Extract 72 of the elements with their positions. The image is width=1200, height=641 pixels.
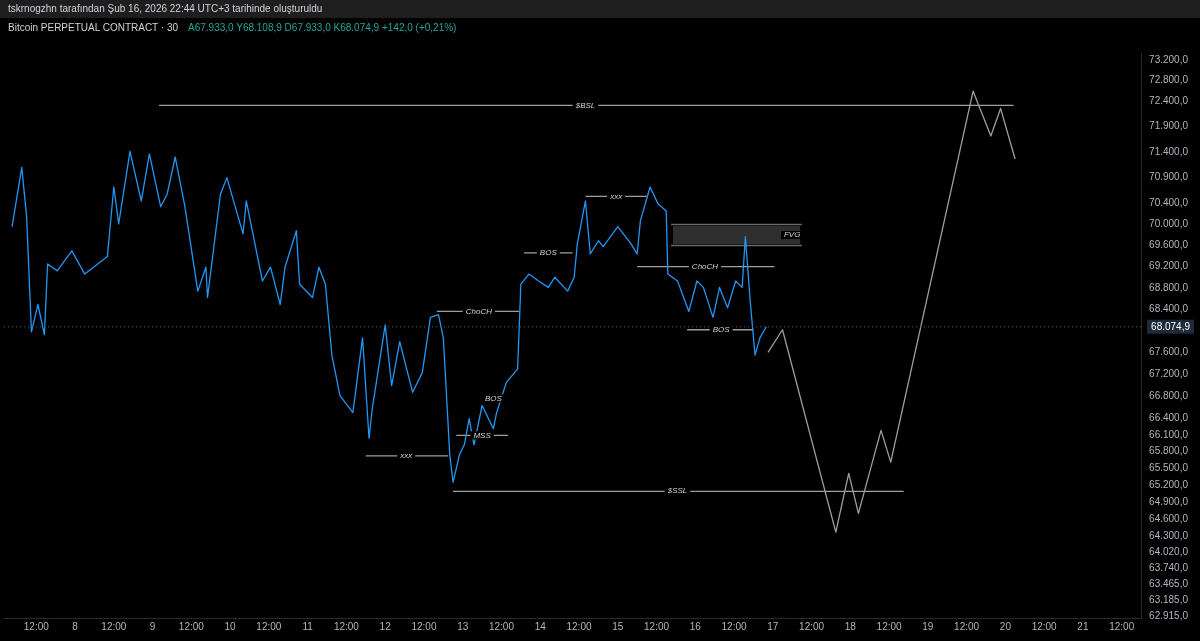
x-tick-label: 12:00: [101, 620, 127, 632]
y-tick-label: 64.300,0: [1149, 529, 1189, 541]
annotation: BOS: [712, 324, 731, 334]
x-tick-label: 12:00: [488, 620, 515, 632]
x-tick-label: 14: [534, 620, 547, 632]
y-tick-label: 68.800,0: [1149, 281, 1189, 293]
annotation: $BSL: [574, 100, 596, 110]
y-tick-label: 71.900,0: [1149, 120, 1189, 131]
y-tick-label: 69.200,0: [1149, 260, 1189, 272]
annotation: xxx: [399, 451, 414, 461]
x-tick-label: 11: [302, 620, 314, 632]
y-tick-label: 65.500,0: [1149, 461, 1189, 473]
x-tick-label: 18: [844, 620, 857, 632]
y-tick-label: 65.200,0: [1149, 478, 1189, 490]
x-tick-label: 9: [149, 620, 156, 632]
x-tick-label: 12: [379, 620, 392, 632]
y-tick-label: 69.600,0: [1149, 239, 1189, 251]
y-tick-label: 66.800,0: [1149, 389, 1189, 401]
x-tick-label: 15: [612, 620, 624, 632]
x-tick-label: 12:00: [566, 620, 592, 632]
y-tick-label: 67.200,0: [1149, 368, 1189, 379]
x-tick-label: 12:00: [799, 620, 825, 632]
annotation: $SSL: [666, 486, 688, 496]
x-tick-label: 12:00: [178, 620, 205, 632]
x-tick-label: 12:00: [954, 620, 980, 632]
x-tick-label: 12:00: [644, 620, 670, 632]
y-tick-label: 66.100,0: [1149, 428, 1189, 440]
x-tick-label: 12:00: [876, 620, 903, 632]
y-tick-label: 65.800,0: [1149, 445, 1189, 457]
y-tick-label: 64.600,0: [1149, 512, 1189, 524]
x-tick-label: 8: [72, 620, 79, 632]
y-tick-label: 64.020,0: [1149, 545, 1189, 557]
y-tick-label: 63.740,0: [1149, 561, 1189, 573]
x-tick-label: 13: [457, 620, 469, 632]
x-tick-label: 12:00: [721, 620, 747, 632]
x-tick-label: 17: [767, 620, 779, 632]
y-tick-label: 67.600,0: [1149, 346, 1189, 358]
y-tick-label: 73.200,0: [1149, 54, 1189, 66]
annotation: BOS: [539, 248, 558, 258]
y-tick-label: 62.915,0: [1149, 609, 1189, 621]
y-tick-label: 63.465,0: [1149, 577, 1189, 589]
y-tick-label: 68.400,0: [1149, 303, 1189, 315]
x-tick-label: 16: [689, 620, 702, 632]
x-tick-label: 12:00: [333, 620, 360, 632]
y-tick-label: 70.000,0: [1149, 218, 1189, 230]
annotation: FVG: [783, 230, 801, 240]
ref-line-label: 68.074,9: [1151, 320, 1191, 332]
y-tick-label: 64.900,0: [1149, 495, 1189, 507]
annotation: MSS: [473, 430, 492, 440]
annotation: BOS: [484, 393, 503, 403]
text: tskrnogzhn tarafından Şub 16, 2026 22:44 UTC+3 tarihinde oluşturuldu: [8, 3, 323, 14]
x-tick-label: 21: [1077, 620, 1089, 632]
x-tick-label: 12:00: [256, 620, 282, 632]
y-tick-label: 66.400,0: [1149, 411, 1189, 423]
annotation: ChoCH: [691, 261, 719, 271]
annotation: ChoCH: [465, 306, 493, 316]
chart-title: Bitcoin PERPETUAL CONTRACT · 30: [8, 22, 179, 33]
x-tick-label: 12:00: [411, 620, 437, 632]
y-tick-label: 63.185,0: [1149, 594, 1189, 605]
x-tick-label: 12:00: [1031, 620, 1058, 632]
y-tick-label: 70.900,0: [1149, 171, 1189, 183]
y-tick-label: 71.400,0: [1149, 145, 1189, 157]
y-tick-label: 72.400,0: [1149, 94, 1189, 106]
chart-subtitle: A67.933,0 Y68.108,9 D67.933,0 K68.074,9 +142,0 (+0,21%): [188, 22, 457, 33]
x-tick-label: 19: [922, 620, 934, 632]
x-tick-label: 12:00: [23, 620, 50, 632]
y-tick-label: 70.400,0: [1149, 197, 1189, 209]
y-tick-label: 72.800,0: [1149, 74, 1189, 86]
x-tick-label: 20: [999, 620, 1012, 632]
x-tick-label: 10: [224, 620, 237, 632]
annotation: xxx: [609, 191, 624, 201]
x-tick-label: 12:00: [1109, 620, 1135, 632]
